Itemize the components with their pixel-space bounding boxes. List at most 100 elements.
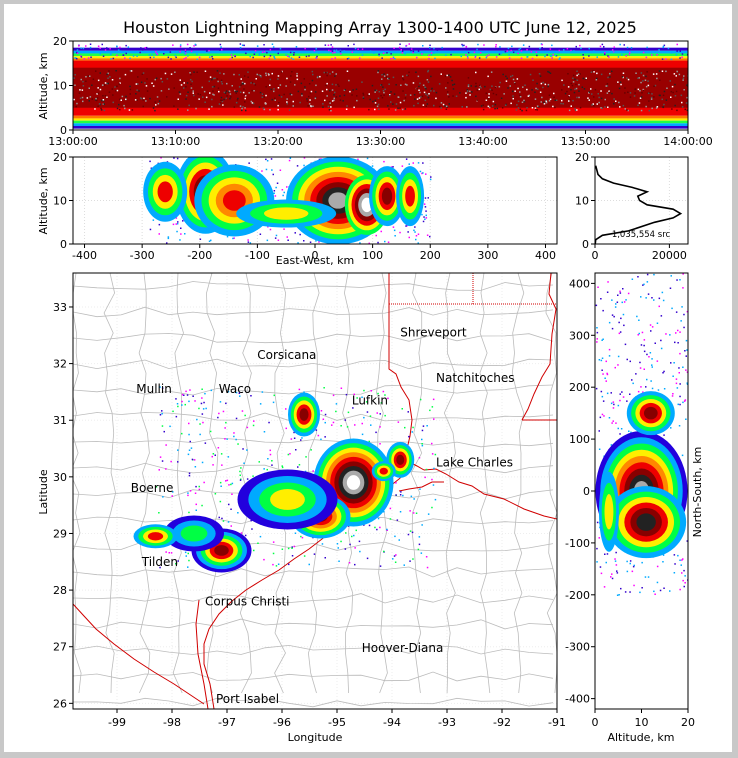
time-height-speckle-dot <box>239 105 242 107</box>
map-speckle-dot <box>198 488 201 491</box>
time-height-speckle-dot <box>374 89 376 92</box>
time-height-speckle-dot <box>306 98 308 100</box>
time-height-speckle-dot <box>491 85 493 87</box>
map-speckle-dot <box>171 495 173 497</box>
ns-speckle-dot <box>637 276 639 278</box>
map-storm-cell <box>237 469 338 530</box>
time-height-speckle-dot <box>412 82 415 84</box>
time-height-speckle-dot <box>455 95 458 97</box>
time-height-speckle-dot <box>111 88 114 90</box>
time-height-speckle-dot <box>243 94 246 96</box>
time-height-speckle-dot <box>254 84 257 86</box>
time-height-speckle-dot <box>512 96 514 98</box>
map-speckle-dot <box>165 551 167 553</box>
time-height-speckle-dot <box>539 75 542 77</box>
map-speckle-dot <box>165 444 167 446</box>
time-height-speckle-dot <box>331 71 334 73</box>
time-height-speckle-dot <box>438 105 441 108</box>
upper-speckle-dot <box>546 54 548 56</box>
upper-speckle-dot <box>220 46 222 48</box>
time-height-speckle-dot <box>213 85 216 88</box>
upper-speckle-dot <box>679 57 681 59</box>
upper-speckle-dot <box>333 49 335 52</box>
ns-speckle-dot <box>598 359 601 361</box>
ew-speckle-dot <box>273 192 275 194</box>
time-height-speckle-dot <box>567 73 569 75</box>
time-height-density <box>73 41 688 130</box>
time-height-speckle-dot <box>252 102 255 105</box>
ew-speckle-dot <box>173 157 175 159</box>
time-height-speckle-dot <box>294 84 296 86</box>
upper-speckle-dot <box>273 56 276 58</box>
ns-speckle-dot <box>672 375 674 377</box>
time-height-speckle-dot <box>673 73 676 75</box>
ns-speckle-dot <box>679 352 681 355</box>
time-height-speckle-dot <box>106 96 108 98</box>
upper-speckle-dot <box>429 44 431 47</box>
ns-speckle-dot <box>627 292 630 295</box>
ns-speckle-dot <box>596 327 598 329</box>
ew-speckle-dot <box>318 241 320 243</box>
time-height-speckle-dot <box>74 84 76 86</box>
time-height-speckle-dot <box>376 105 379 108</box>
ns-speckle-dot <box>679 588 681 591</box>
ytick-label: 32 <box>53 358 67 371</box>
ns-ylabel: North-South, km <box>691 447 704 538</box>
altitude-band <box>73 56 688 59</box>
map-speckle-dot <box>421 524 423 526</box>
ew-speckle-dot <box>273 190 276 192</box>
upper-speckle-dot <box>253 53 256 55</box>
upper-speckle-dot <box>422 45 424 47</box>
time-height-speckle-dot <box>209 92 211 94</box>
map-speckle-dot <box>361 422 363 425</box>
time-height-speckle-dot <box>409 94 412 96</box>
ns-speckle-dot <box>631 570 634 573</box>
upper-speckle-dot <box>658 49 660 51</box>
time-height-speckle-dot <box>74 74 76 76</box>
time-height-speckle-dot <box>519 91 521 93</box>
time-height-speckle-dot <box>604 98 606 101</box>
map-speckle-dot <box>303 555 306 557</box>
time-height-speckle-dot <box>346 70 349 72</box>
map-speckle-dot <box>211 455 213 458</box>
map-speckle-dot <box>251 528 253 530</box>
upper-speckle-dot <box>85 45 87 47</box>
ns-speckle-dot <box>608 355 611 357</box>
time-height-speckle-dot <box>326 74 328 77</box>
time-height-speckle-dot <box>646 71 648 73</box>
time-height-speckle-dot <box>435 97 437 100</box>
upper-speckle-dot <box>76 49 79 51</box>
ew-speckle-dot <box>303 164 305 167</box>
time-height-speckle-dot <box>325 72 327 74</box>
time-height-speckle-dot <box>260 76 262 78</box>
ytick-label: 20 <box>575 151 589 164</box>
time-height-speckle-dot <box>389 94 391 96</box>
time-height-speckle-dot <box>629 96 632 98</box>
map-speckle-dot <box>404 426 406 429</box>
la-coast <box>423 468 557 520</box>
upper-speckle-dot <box>252 56 254 59</box>
time-height-speckle-dot <box>427 69 430 72</box>
time-height-speckle-dot <box>629 92 632 94</box>
figure-frame: Houston Lightning Mapping Array 1300-140… <box>4 4 732 752</box>
upper-speckle-dot <box>619 43 621 46</box>
xtick-label: 300 <box>477 249 498 262</box>
map-speckle-dot <box>370 424 372 426</box>
upper-speckle-dot <box>119 50 122 52</box>
time-height-speckle-dot <box>339 99 342 101</box>
ns-speckle-dot <box>643 339 646 341</box>
time-height-speckle-dot <box>419 82 421 85</box>
time-height-speckle-dot <box>587 97 589 99</box>
map-speckle-dot <box>237 443 239 445</box>
time-height-speckle-dot <box>316 76 319 79</box>
xtick-label: 13:30:00 <box>356 135 405 148</box>
time-height-speckle-dot <box>259 74 262 77</box>
time-height-speckle-dot <box>137 83 139 85</box>
upper-speckle-dot <box>463 44 465 47</box>
upper-speckle-dot <box>295 46 298 48</box>
time-height-speckle-dot <box>417 102 419 105</box>
time-height-speckle-dot <box>265 72 267 75</box>
upper-speckle-dot <box>167 56 170 59</box>
ew-xticks: -400 -300 -200 -100 0 100 200 300 400 <box>72 244 556 262</box>
ew-speckle-dot <box>286 186 288 188</box>
